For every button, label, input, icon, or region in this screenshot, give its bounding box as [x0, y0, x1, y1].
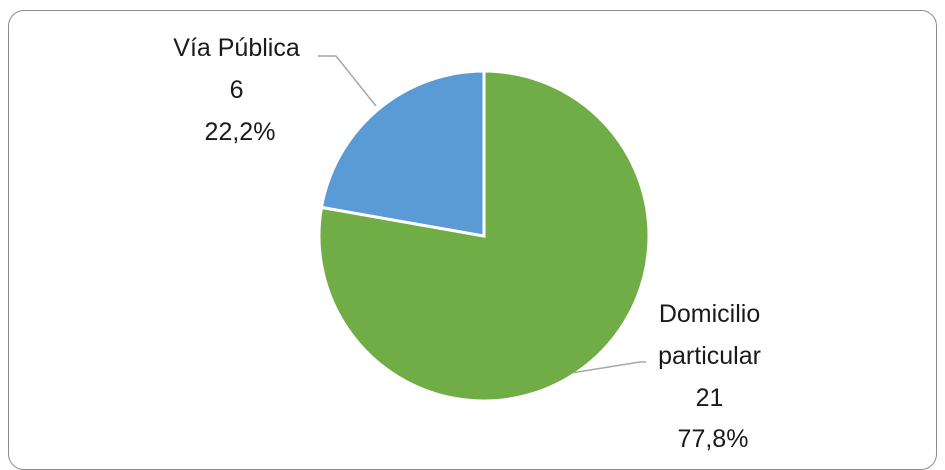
- slice-via-publica: [319, 69, 486, 238]
- slice-domicilio-particular: [317, 69, 651, 403]
- slice-label-domicilio-line1: Domicilio: [659, 300, 760, 328]
- slice-label-domicilio: Domicilio particular 21 77,8%: [658, 300, 768, 451]
- slices-layer: [317, 69, 651, 403]
- pie-chart: Domicilio particular 21 77,8% Vía Públic…: [173, 34, 768, 451]
- slice-value-domicilio: 21: [696, 384, 724, 412]
- slice-percent-via-publica: 22,2%: [205, 118, 276, 146]
- slice-label-via-publica-line1: Vía Pública: [173, 34, 300, 62]
- leader-line-slice-via-publica: [318, 55, 377, 107]
- slice-label-domicilio-line2: particular: [658, 342, 761, 370]
- slice-percent-domicilio: 77,8%: [678, 425, 749, 451]
- leader-line-slice-domicilio-particular: [572, 361, 646, 374]
- slice-value-via-publica: 6: [230, 76, 244, 104]
- leader-lines: [318, 55, 646, 374]
- slice-label-via-publica: Vía Pública 6 22,2%: [173, 34, 306, 146]
